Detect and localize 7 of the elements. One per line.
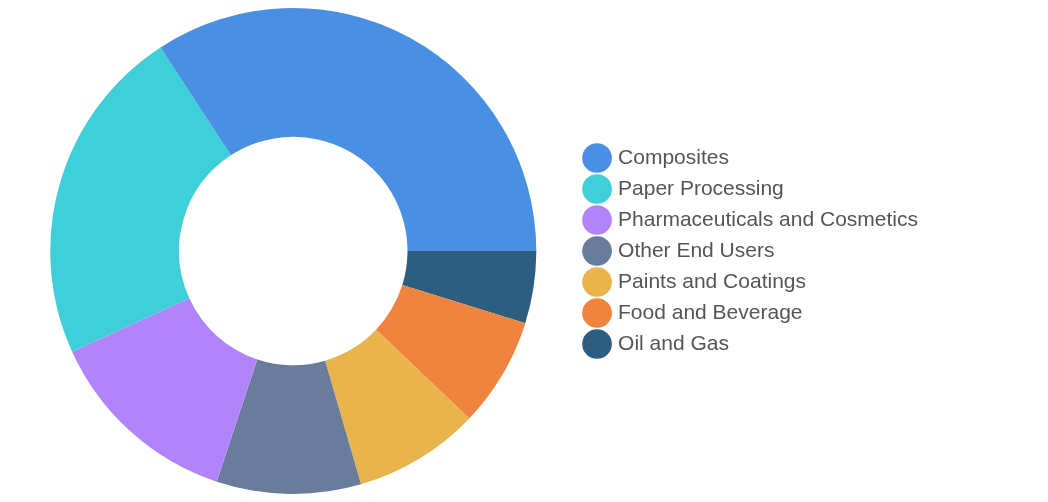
legend-label: Paper Processing: [618, 175, 784, 199]
legend-label: Oil and Gas: [618, 330, 729, 354]
legend-label: Composites: [618, 144, 729, 168]
legend-label: Pharmaceuticals and Cosmetics: [618, 206, 919, 230]
legend-label: Paints and Coatings: [618, 268, 807, 292]
legend-label: Food and Beverage: [618, 299, 803, 323]
legend-label: Other End Users: [618, 237, 775, 261]
